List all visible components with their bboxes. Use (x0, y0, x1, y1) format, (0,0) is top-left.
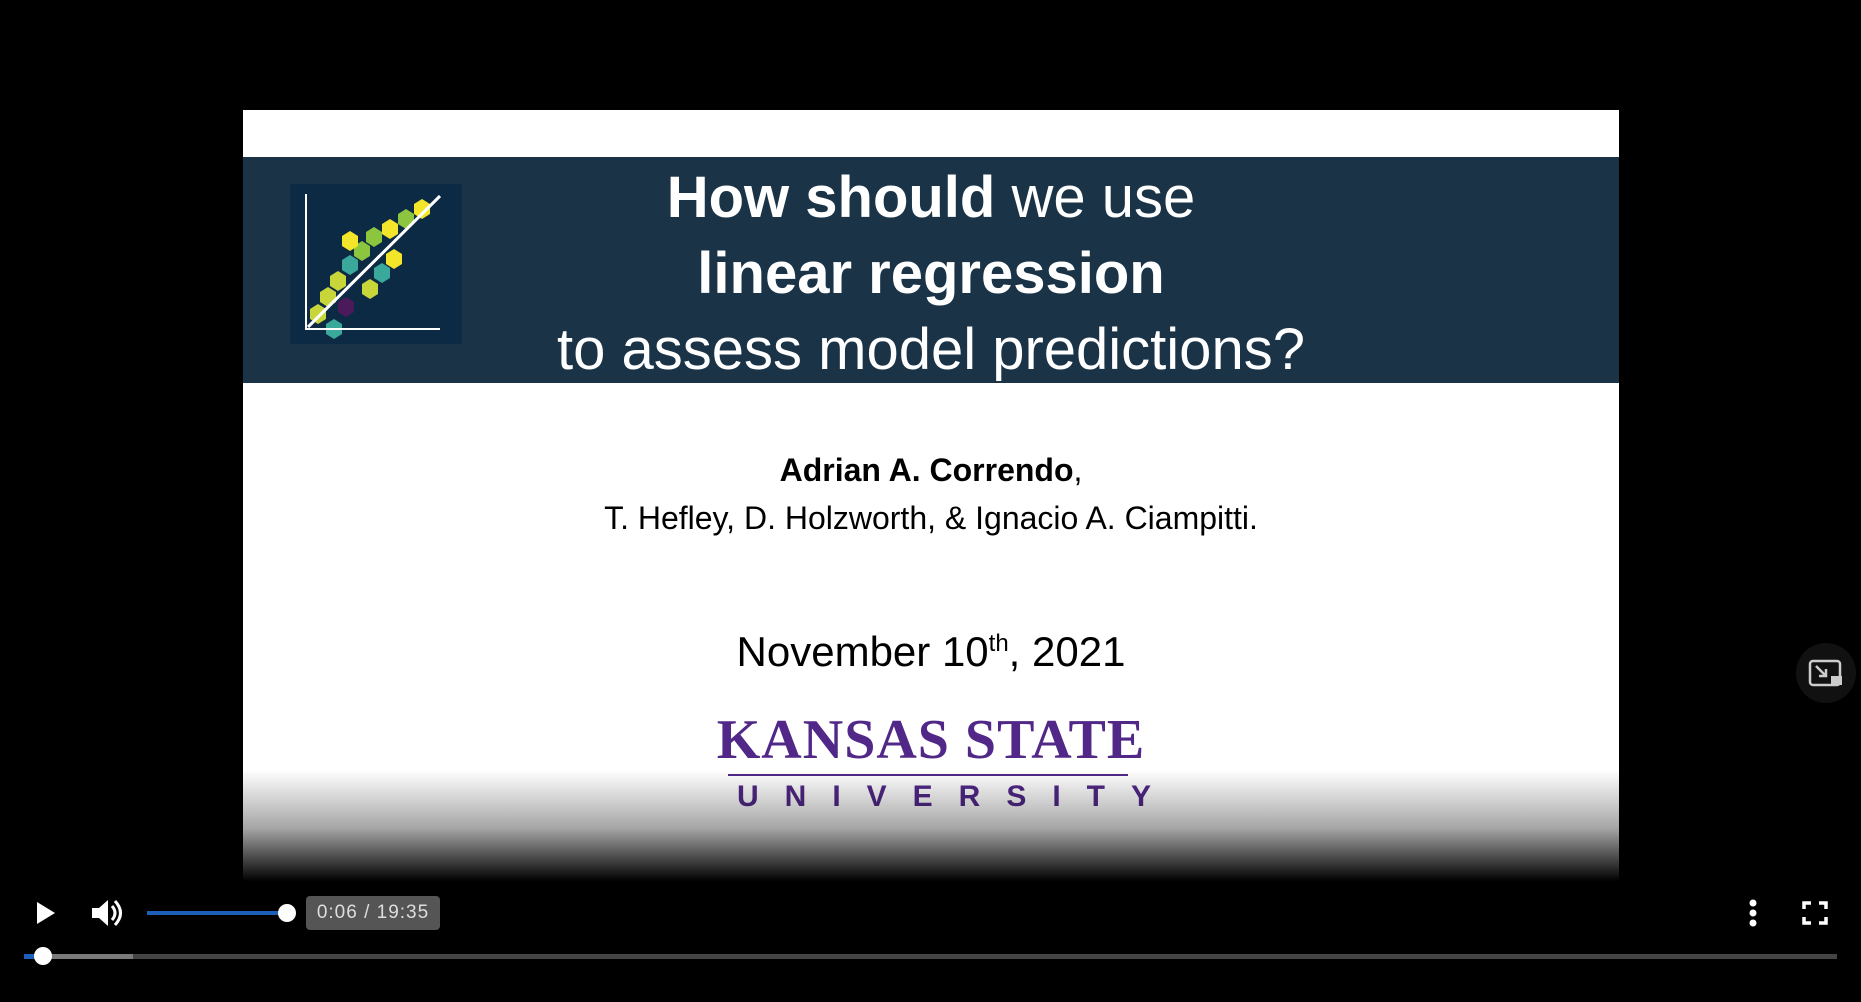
authors: Adrian A. Correndo, (243, 452, 1619, 489)
punctuation: , (1073, 452, 1083, 488)
date: November 10th, 2021 (243, 628, 1619, 676)
title-banner: How should we use linear regression to a… (243, 157, 1619, 383)
lead-author: Adrian A. Correndo (779, 452, 1074, 488)
date-sup: th (988, 630, 1009, 657)
logo-icon (290, 184, 462, 344)
progress-bar[interactable] (24, 947, 1837, 965)
pip-button[interactable] (1796, 643, 1856, 703)
title-line: How should we use (243, 160, 1619, 236)
title-bold: How should (666, 165, 996, 230)
date-text: , 2021 (1008, 628, 1126, 675)
volume-button[interactable] (92, 899, 122, 927)
time-display: 0:06 / 19:35 (306, 896, 440, 930)
date-text: November 10 (736, 628, 989, 675)
university-logo: KANSAS STATE (716, 709, 1146, 771)
fullscreen-button[interactable] (1802, 901, 1828, 925)
video-frame: How should we use linear regression to a… (243, 110, 1619, 883)
title-line: linear regression (697, 241, 1165, 306)
title-line: to assess model predictions? (557, 317, 1305, 382)
controls-shade (0, 770, 1861, 1002)
title-text: we use (1011, 165, 1196, 230)
volume-slider[interactable] (147, 904, 296, 922)
more-button[interactable] (1749, 899, 1757, 927)
coauthors: T. Hefley, D. Holzworth, & Ignacio A. Ci… (604, 500, 1258, 536)
play-button[interactable] (37, 902, 55, 924)
